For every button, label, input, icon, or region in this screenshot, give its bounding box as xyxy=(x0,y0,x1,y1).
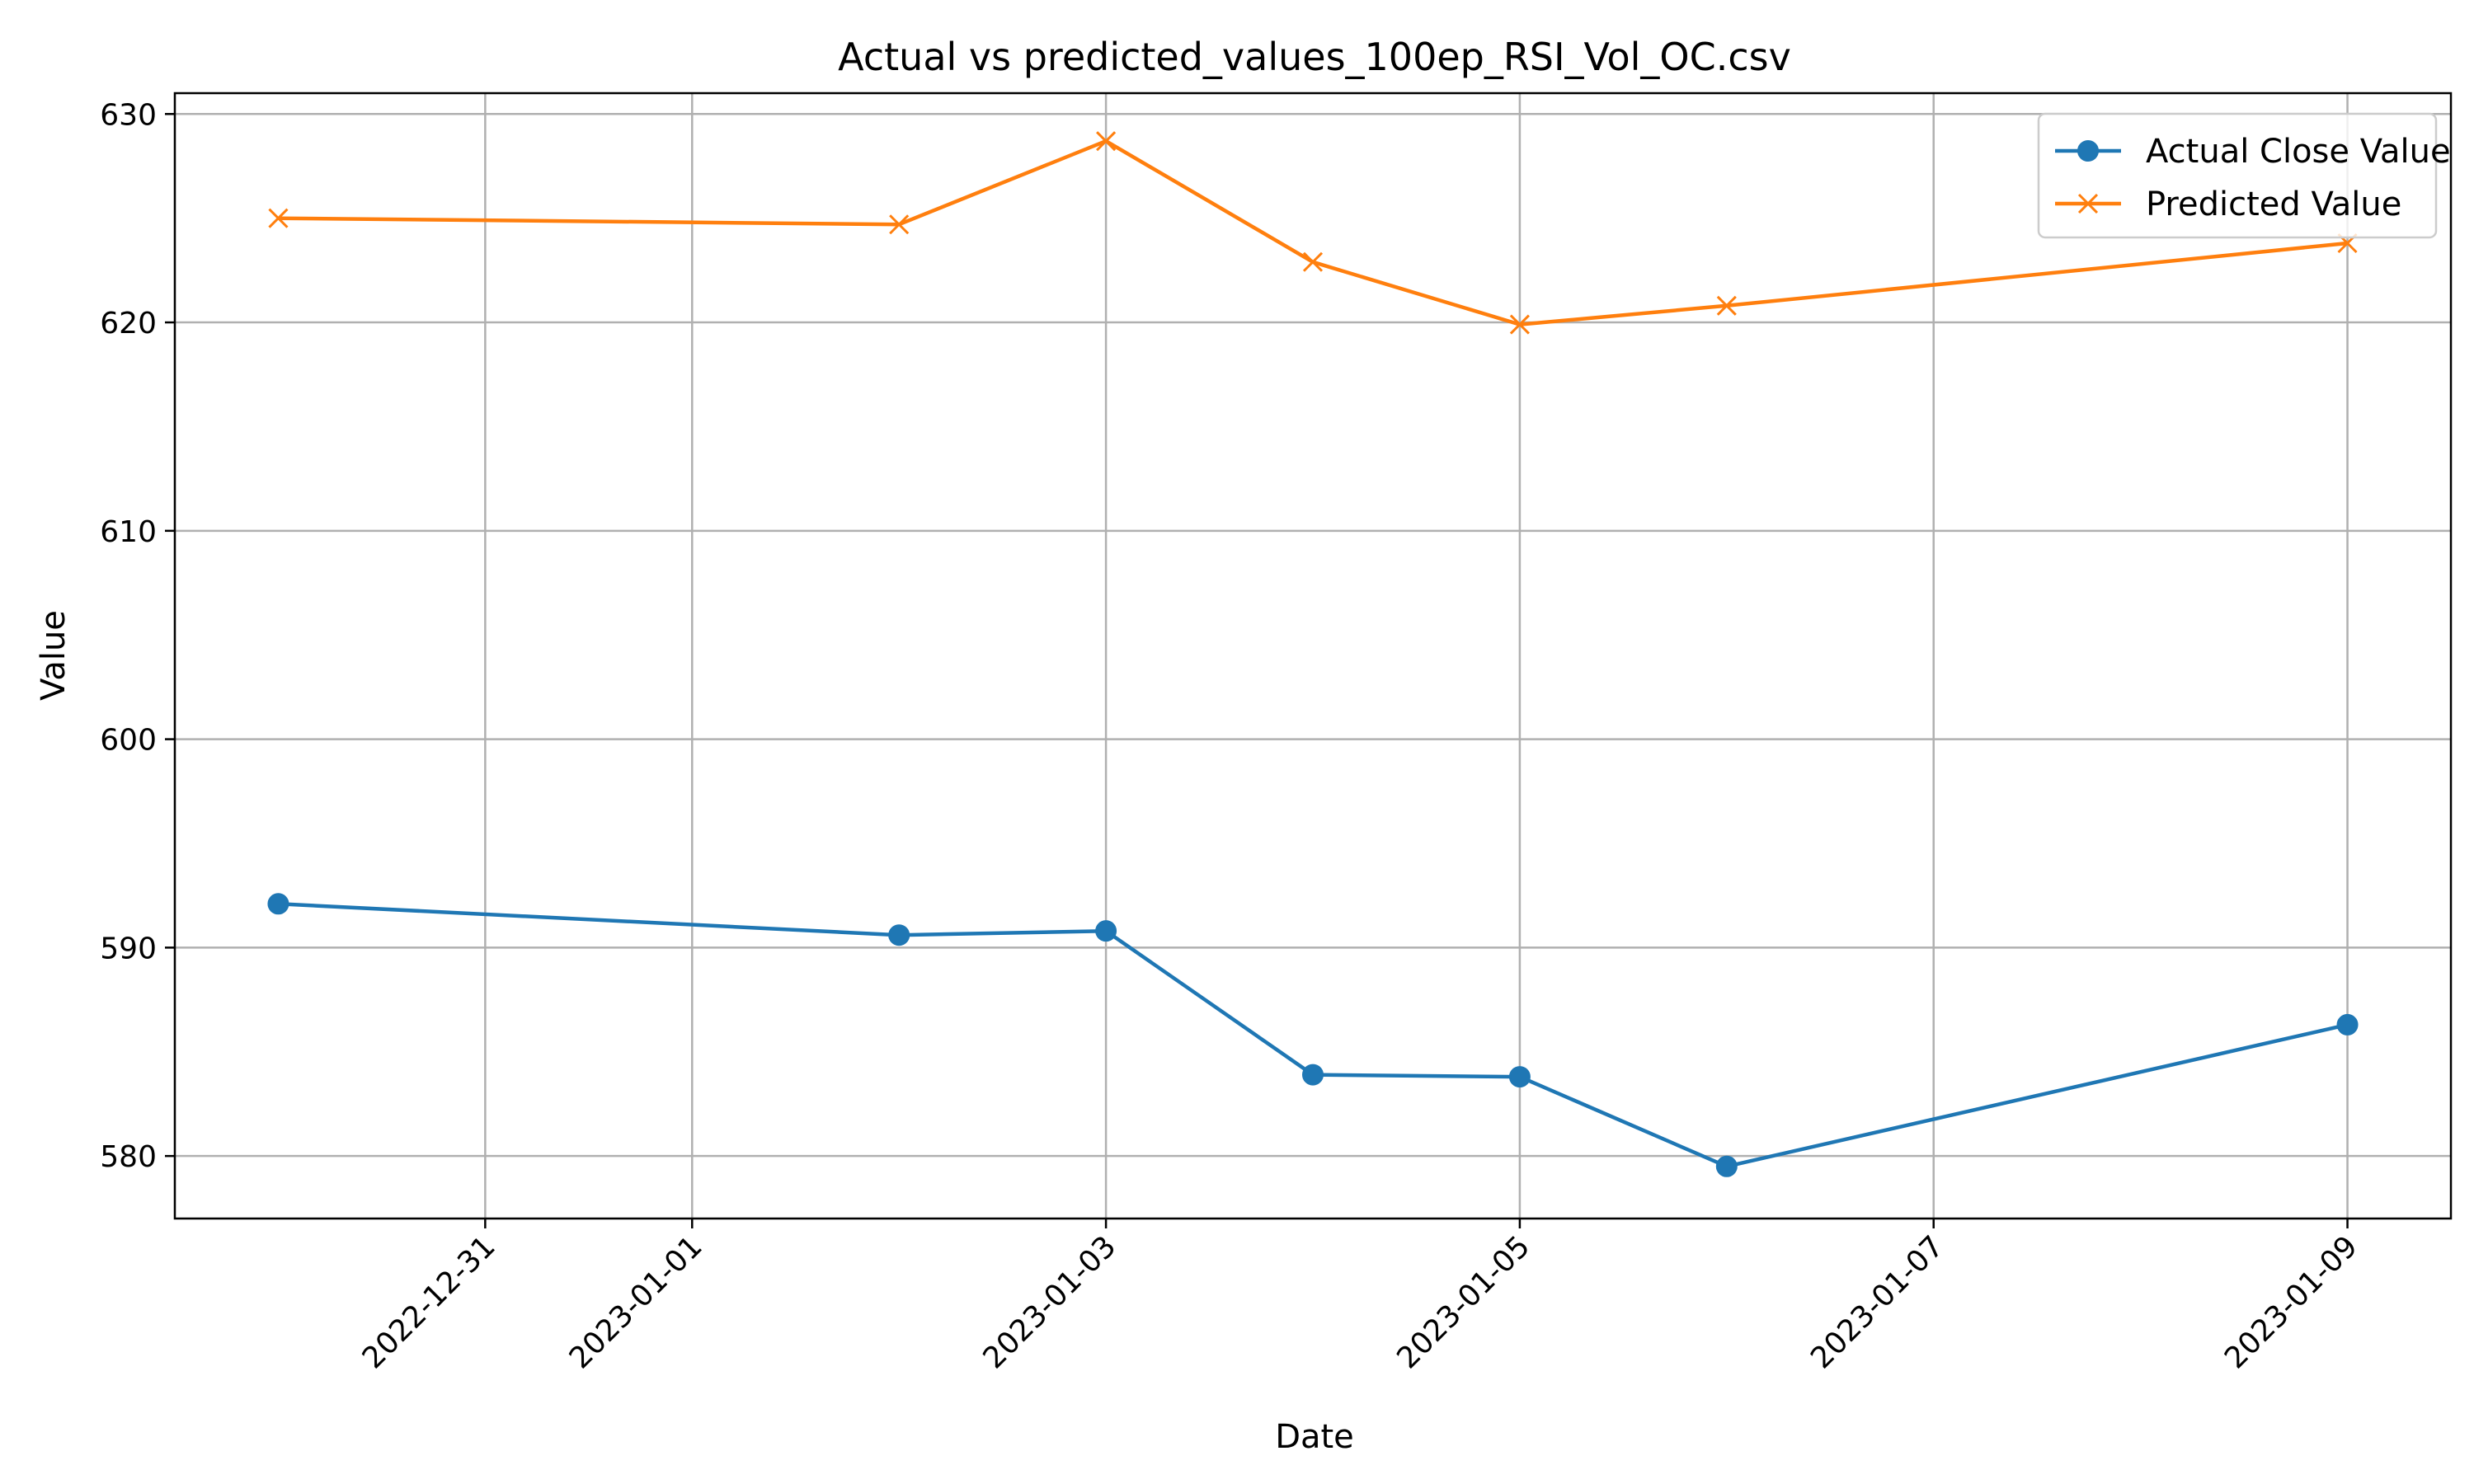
y-axis-label: Value xyxy=(35,610,73,701)
data-point xyxy=(1302,1064,1324,1086)
data-point xyxy=(268,208,289,228)
data-point-stroke xyxy=(1716,295,1737,316)
data-point xyxy=(1095,920,1117,942)
data-point xyxy=(1715,1155,1738,1177)
y-tick-label: 600 xyxy=(100,724,157,758)
series-predicted-value xyxy=(268,131,2358,335)
data-point xyxy=(1302,251,1324,272)
data-point xyxy=(1096,131,1117,152)
y-tick-label: 610 xyxy=(100,515,157,549)
y-tick-label: 630 xyxy=(100,98,157,132)
data-point xyxy=(2336,1013,2359,1036)
chart-title: Actual vs predicted_values_100ep_RSI_Vol… xyxy=(838,35,1791,79)
data-point-stroke xyxy=(1302,251,1324,272)
series-actual-close-value xyxy=(267,893,2359,1177)
data-point xyxy=(1508,1066,1531,1088)
y-tick-label: 580 xyxy=(100,1140,157,1174)
data-point xyxy=(2077,193,2099,214)
legend-label: Predicted Value xyxy=(2146,186,2401,223)
data-point-stroke xyxy=(1509,314,1530,335)
grid xyxy=(175,93,2451,1219)
plot-series xyxy=(267,131,2359,1177)
y-tick-label: 590 xyxy=(100,932,157,965)
data-point xyxy=(2077,140,2099,162)
legend-item: Predicted Value xyxy=(2055,186,2401,223)
data-point-stroke xyxy=(1096,131,1117,152)
data-point-stroke xyxy=(2077,193,2099,214)
legend: Actual Close Value Predicted Value xyxy=(2037,112,2451,239)
data-point xyxy=(888,924,910,946)
data-point xyxy=(267,893,289,915)
data-point xyxy=(889,214,910,235)
data-point xyxy=(1509,314,1530,335)
data-point-stroke xyxy=(889,214,910,235)
data-point xyxy=(1716,295,1737,316)
legend-item: Actual Close Value xyxy=(2055,133,2451,171)
x-axis-label: Date xyxy=(1275,1418,1354,1456)
plot-frame xyxy=(173,92,2453,1220)
data-point-stroke xyxy=(268,208,289,228)
legend-box xyxy=(2037,112,2438,239)
y-tick-label: 620 xyxy=(100,307,157,340)
legend-label: Actual Close Value xyxy=(2146,133,2451,171)
